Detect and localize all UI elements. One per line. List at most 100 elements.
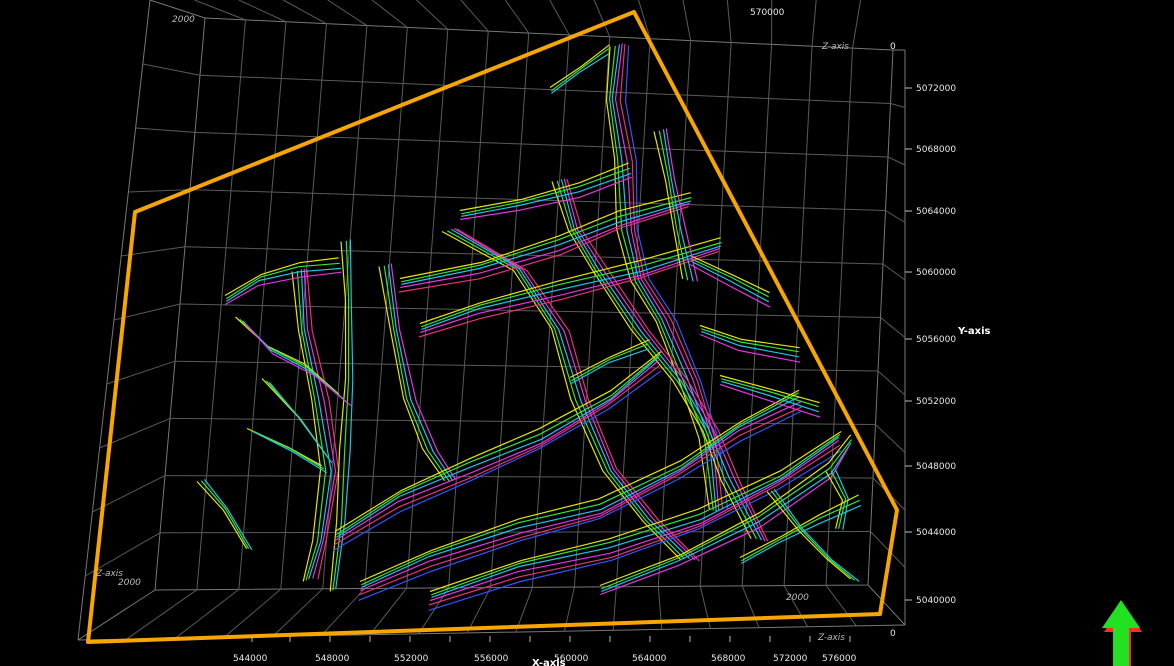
grid-line xyxy=(416,0,449,30)
fault-trace xyxy=(453,227,696,561)
grid-line xyxy=(466,587,491,634)
fault-trace xyxy=(461,172,632,217)
fault-trace xyxy=(689,263,771,308)
z-axis-title-top: Z-axis xyxy=(821,42,849,52)
grid-line xyxy=(593,0,611,38)
fault-trace xyxy=(456,228,700,562)
fault-trace xyxy=(358,410,801,601)
fault-trace xyxy=(601,439,852,590)
fault-trace xyxy=(296,270,327,581)
grid-line xyxy=(371,0,408,28)
grid-line xyxy=(126,589,198,640)
fault-trace xyxy=(268,382,333,464)
fault-trace xyxy=(459,162,629,212)
y-tick-label: 5040000 xyxy=(916,596,956,606)
x-tick-label: 548000 xyxy=(315,654,350,664)
fault-trace xyxy=(224,271,342,306)
y-axis-title: Y-axis xyxy=(957,326,991,337)
fault-trace xyxy=(378,266,446,482)
fault-trace xyxy=(601,442,852,592)
x-tick-label: 576000 xyxy=(822,654,857,664)
fault-trace xyxy=(461,167,630,215)
fault-trace xyxy=(611,44,717,512)
fault-trace xyxy=(665,128,699,282)
grid-line xyxy=(189,189,886,211)
fault-trace xyxy=(300,269,332,580)
grid-line xyxy=(460,0,489,32)
x-tick-label: 568000 xyxy=(711,654,746,664)
x-axis-title: X-axis xyxy=(532,658,566,666)
grid-line xyxy=(549,0,570,36)
fault-trace xyxy=(549,44,610,88)
fault-trace xyxy=(699,333,801,363)
fault-trace xyxy=(571,343,649,382)
grid-corner-tl xyxy=(149,0,206,19)
fault-trace xyxy=(773,489,860,582)
grid-line xyxy=(169,417,876,425)
fault-trace xyxy=(741,504,862,564)
fault-trace xyxy=(551,181,752,539)
grid-line xyxy=(174,360,879,372)
x-tick-label: 572000 xyxy=(773,654,808,664)
fault-trace xyxy=(741,499,860,562)
grid-corner-br xyxy=(867,584,906,626)
y-tick-label: 5064000 xyxy=(916,207,956,217)
z-value-bottom-right: 2000 xyxy=(786,593,809,603)
grid-line xyxy=(179,303,881,318)
grid-line xyxy=(515,587,533,633)
fault-trace xyxy=(333,370,662,551)
grid-line xyxy=(887,156,906,166)
fault-trace xyxy=(200,480,250,550)
fault-trace xyxy=(335,354,661,536)
x-tick-label: 560000 xyxy=(554,654,589,664)
fault-trace xyxy=(401,196,692,283)
grid-line xyxy=(194,131,889,158)
fault-trace xyxy=(770,490,856,581)
fault-trace xyxy=(441,230,682,561)
y-tick-label: 5068000 xyxy=(916,145,956,155)
grid-line xyxy=(135,127,196,133)
fault-trace xyxy=(451,228,690,560)
fault-trace xyxy=(701,328,799,353)
z-axis: Z-axis 0 2000 Z-axis 2000 2000 Z-axis 0 xyxy=(95,15,896,643)
fault-trace xyxy=(336,356,660,538)
fault-trace xyxy=(653,131,684,280)
fault-trace xyxy=(358,406,802,596)
z-value-top-left: 2000 xyxy=(172,15,195,25)
z-axis-title-bottom-left: Z-axis xyxy=(95,569,123,579)
fault-trace xyxy=(235,316,340,395)
area-boundary-polygon[interactable] xyxy=(86,10,899,644)
fault-trace xyxy=(766,491,851,580)
z-value-bottom-zero: 0 xyxy=(890,629,896,639)
z-value-top-right: 0 xyxy=(890,42,896,52)
fault-trace xyxy=(361,396,800,588)
fault-trace xyxy=(721,378,819,408)
grid-line xyxy=(327,0,368,26)
fault-trace xyxy=(447,230,685,560)
fault-trace xyxy=(390,263,457,480)
fault-trace xyxy=(387,264,454,482)
grid-line xyxy=(320,588,366,636)
fault-trace xyxy=(224,257,339,297)
grid-line xyxy=(825,584,857,627)
fault-trace xyxy=(428,444,841,606)
grid-line xyxy=(870,531,906,568)
fault-trace xyxy=(401,200,692,285)
fault-trace xyxy=(556,180,758,540)
fault-trace xyxy=(699,324,800,349)
fault-trace xyxy=(658,130,689,281)
fault-trace xyxy=(361,392,799,586)
grid-line xyxy=(282,0,327,25)
fault-trace xyxy=(431,434,841,596)
grid-line xyxy=(194,0,246,21)
y-tick-label: 5044000 xyxy=(916,528,956,538)
x-tick-label: 564000 xyxy=(632,654,667,664)
fault-trace xyxy=(560,179,763,541)
fault-trace xyxy=(359,401,802,592)
north-arrow-icon[interactable] xyxy=(1102,600,1142,666)
fault-trace xyxy=(719,374,820,404)
grid-line xyxy=(811,0,817,47)
fault-trace xyxy=(398,205,689,293)
z-value-bottom-left: 2000 xyxy=(118,578,141,588)
